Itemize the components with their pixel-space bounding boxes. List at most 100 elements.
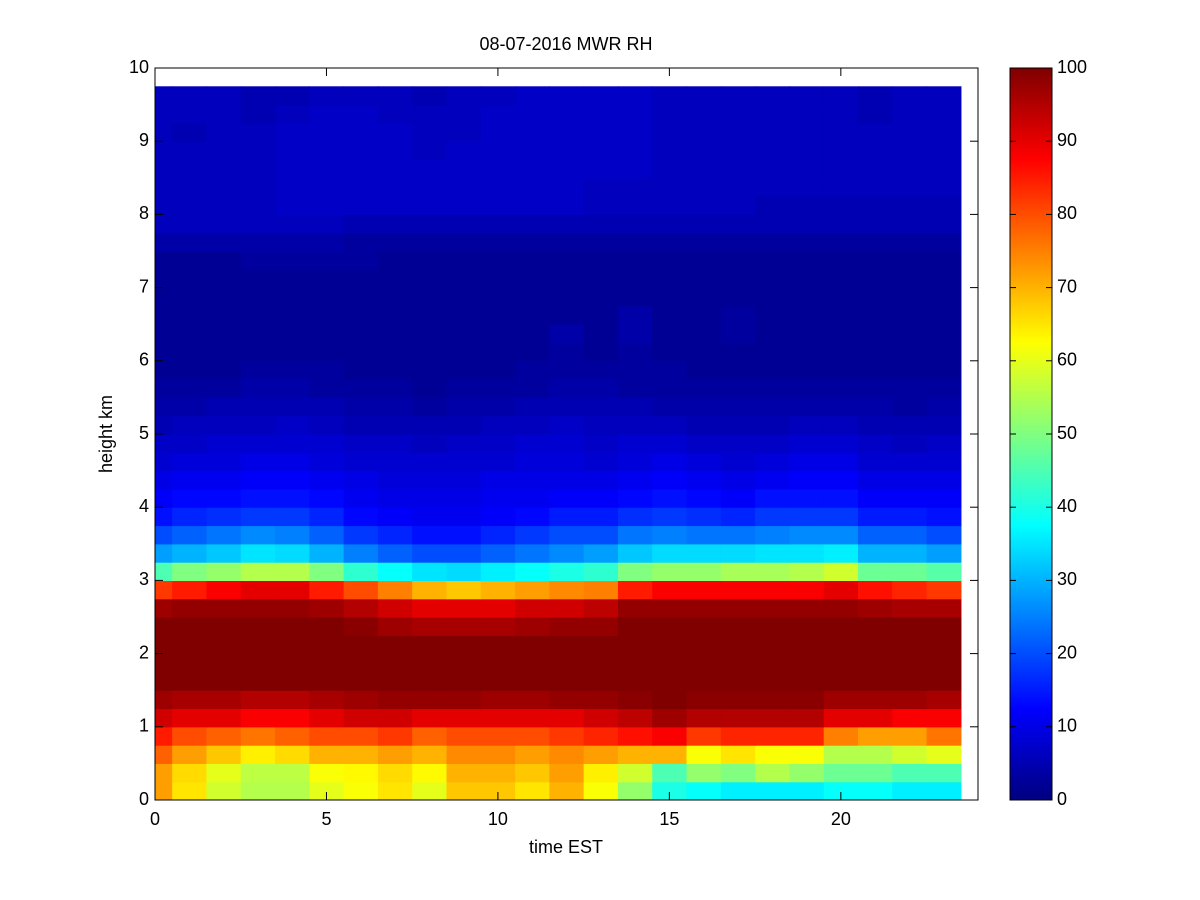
heatmap-cell (240, 598, 276, 618)
heatmap-cell (926, 598, 962, 618)
heatmap-cell (446, 781, 482, 800)
colorbar-tick-label: 50 (1057, 423, 1077, 443)
heatmap-cell (206, 434, 242, 453)
heatmap-cell (377, 360, 413, 380)
heatmap-cell (172, 287, 208, 307)
heatmap-cell (309, 653, 345, 673)
heatmap-cell (309, 214, 345, 234)
heatmap-cell (206, 671, 242, 691)
heatmap-cell (515, 763, 550, 783)
heatmap-cell (823, 287, 859, 307)
heatmap-cell (206, 507, 242, 527)
heatmap-cell (755, 269, 790, 289)
colorbar-tick-label: 40 (1057, 496, 1077, 516)
heatmap-cell (309, 415, 345, 435)
heatmap-cell (720, 452, 756, 472)
heatmap-cell (172, 251, 208, 270)
heatmap-cell (583, 726, 619, 746)
heatmap-cell (172, 452, 208, 472)
heatmap-cell (412, 543, 448, 563)
heatmap-cell (857, 745, 893, 764)
heatmap-cell (617, 415, 653, 435)
heatmap-cell (755, 177, 790, 197)
heatmap-cell (172, 141, 208, 161)
heatmap-cell (823, 635, 859, 655)
heatmap-cell (720, 342, 756, 362)
heatmap-cell (720, 708, 756, 728)
heatmap-cell (412, 671, 448, 691)
heatmap-cell (720, 488, 756, 508)
heatmap-cell (583, 251, 619, 270)
heatmap-cell (172, 360, 208, 380)
heatmap-cell (343, 159, 379, 179)
heatmap-cell (206, 653, 242, 673)
heatmap-cell (789, 104, 825, 124)
heatmap-cell (789, 562, 825, 581)
heatmap-cell (789, 598, 825, 618)
heatmap-cell (515, 177, 550, 197)
heatmap-cell (583, 763, 619, 783)
heatmap-cell (172, 617, 208, 636)
heatmap-cell (377, 434, 413, 453)
heatmap-cell (240, 86, 276, 106)
heatmap-cell (446, 415, 482, 435)
heatmap-cell (412, 763, 448, 783)
heatmap-cell (617, 598, 653, 618)
heatmap-cell (652, 635, 688, 655)
heatmap-cell (617, 781, 653, 800)
heatmap-cell (343, 671, 379, 691)
heatmap-cell (480, 214, 516, 234)
heatmap-cell (206, 287, 242, 307)
heatmap-cell (275, 287, 310, 307)
heatmap-cell (480, 397, 516, 417)
heatmap-cell (446, 232, 482, 252)
heatmap-cell (275, 104, 310, 124)
heatmap-cell (926, 141, 962, 161)
heatmap-cell (720, 507, 756, 527)
heatmap-cell (155, 726, 173, 746)
x-axis-label: time EST (529, 837, 603, 857)
heatmap-cell (240, 562, 276, 581)
heatmap-cell (686, 232, 722, 252)
heatmap-cell (755, 452, 790, 472)
heatmap-cell (617, 635, 653, 655)
heatmap-cell (309, 763, 345, 783)
heatmap-cell (343, 708, 379, 728)
heatmap-cell (549, 745, 585, 764)
heatmap-cell (377, 470, 413, 490)
heatmap-cell (652, 415, 688, 435)
heatmap-cell (583, 671, 619, 691)
heatmap-cell (857, 379, 893, 398)
heatmap-cell (617, 251, 653, 270)
heatmap-cell (857, 507, 893, 527)
heatmap-cell (480, 122, 516, 142)
heatmap-cell (515, 159, 550, 179)
heatmap-cell (686, 141, 722, 161)
heatmap-cell (857, 196, 893, 215)
heatmap-cell (515, 671, 550, 691)
heatmap-cell (155, 763, 173, 783)
heatmap-cell (823, 653, 859, 673)
heatmap-cell (515, 580, 550, 600)
heatmap-cell (377, 269, 413, 289)
heatmap-cell (617, 562, 653, 581)
heatmap-cell (926, 434, 962, 453)
heatmap-cell (823, 671, 859, 691)
heatmap-cell (412, 690, 448, 710)
heatmap-cell (412, 122, 448, 142)
heatmap-cell (652, 690, 688, 710)
heatmap-cell (515, 525, 550, 545)
heatmap-cell (652, 434, 688, 453)
heatmap-cell (309, 690, 345, 710)
heatmap-cell (583, 269, 619, 289)
heatmap-cell (892, 379, 928, 398)
heatmap-cell (480, 452, 516, 472)
heatmap-cell (823, 324, 859, 344)
heatmap-cell (549, 379, 585, 398)
y-tick-label: 2 (139, 642, 149, 662)
colorbar-tick-label: 20 (1057, 642, 1077, 662)
heatmap-cell (206, 690, 242, 710)
heatmap-cell (155, 269, 173, 289)
heatmap-cell (343, 653, 379, 673)
heatmap-cell (480, 141, 516, 161)
